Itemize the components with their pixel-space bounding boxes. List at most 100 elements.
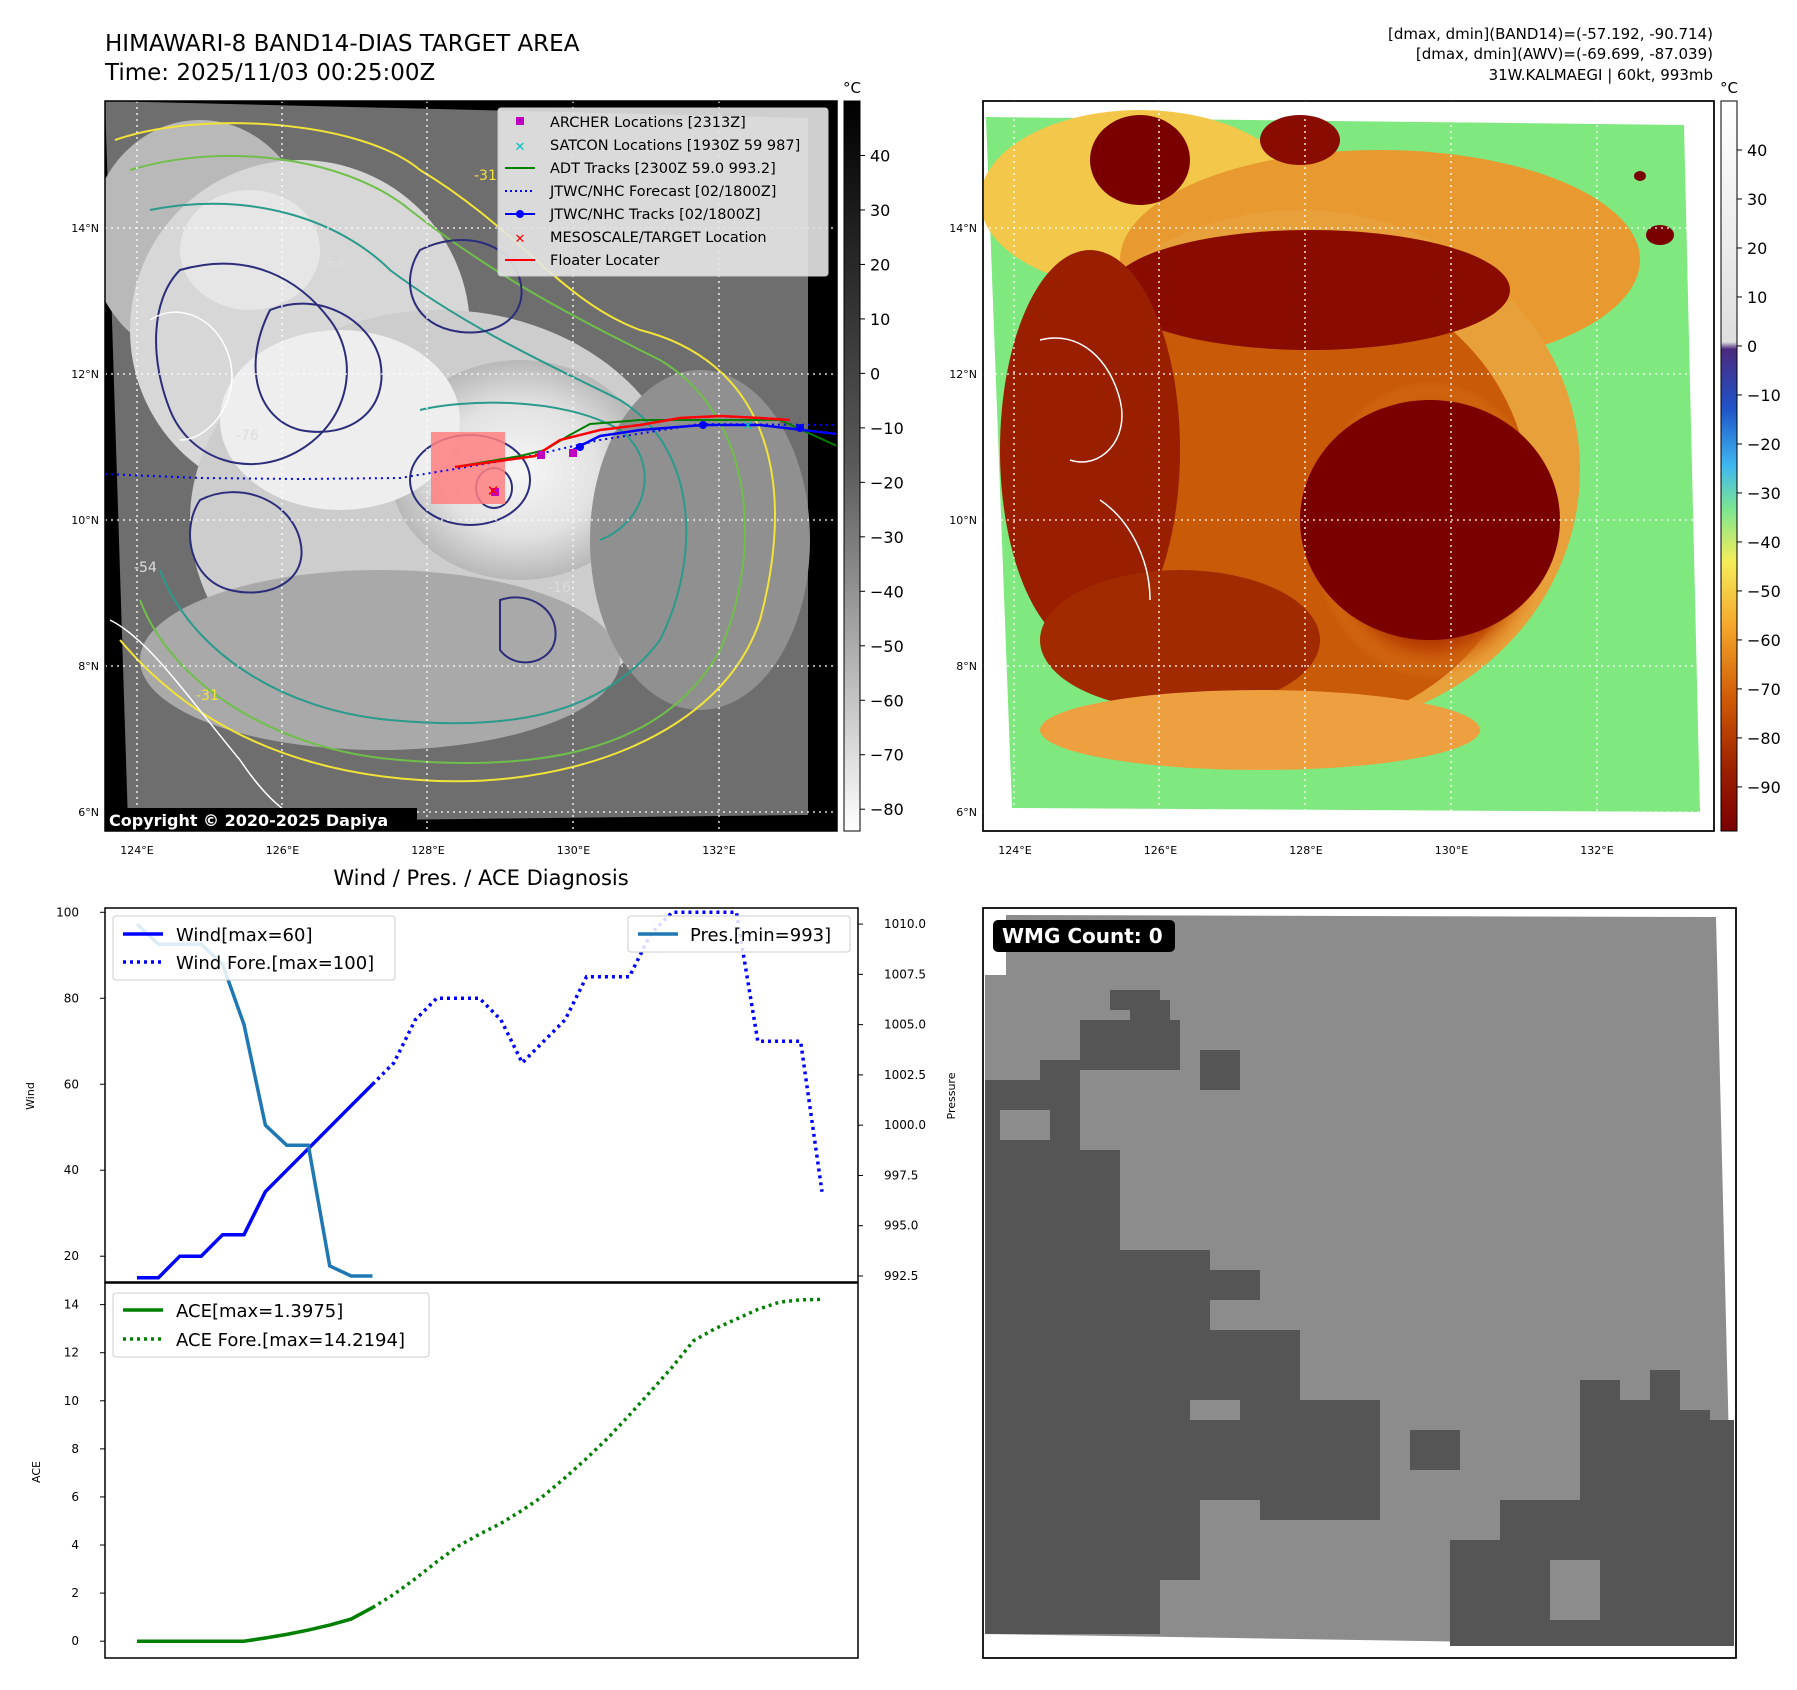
y-tick-label: 2 <box>71 1586 79 1600</box>
lon-tick-label: 132°E <box>1580 844 1613 857</box>
pressure-ylabel: Pressure <box>945 1072 958 1119</box>
colorbar-tick-label: −50 <box>1747 582 1781 601</box>
lat-tick-label: 10°N <box>71 514 99 527</box>
legend: ARCHER Locations [2313Z] ✕ SATCON Locati… <box>497 107 829 277</box>
contour-label: -64 <box>322 256 345 272</box>
colorbar-tick-label: −90 <box>1747 778 1781 797</box>
colorbar-tick-label: −20 <box>870 473 904 492</box>
lon-tick-label: 130°E <box>557 844 590 857</box>
contour-label: -54 <box>134 560 157 576</box>
lon-tick-label: 126°E <box>266 844 299 857</box>
svg-text:ARCHER Locations [2313Z]: ARCHER Locations [2313Z] <box>550 115 746 131</box>
ace-chart: 0 2 4 6 8 10 12 14 ACE ACE[max=1.3975] ACE Fore… <box>30 1282 859 1659</box>
y-tick-label: 6 <box>71 1490 79 1504</box>
lat-tick-label: 14°N <box>71 222 99 235</box>
awv-gridlines <box>983 101 1714 831</box>
colorbar-tick-label: −60 <box>870 691 904 710</box>
lon-tick-label: 132°E <box>702 844 735 857</box>
lat-tick-label: 12°N <box>949 368 977 381</box>
svg-text:MESOSCALE/TARGET Location: MESOSCALE/TARGET Location <box>550 230 767 246</box>
colorbar-tick-label: 20 <box>1747 239 1767 258</box>
legend-pressure: Pres.[min=993] <box>690 925 831 946</box>
colorbar-tick-label: −60 <box>1747 631 1781 650</box>
legend-item: JTWC/NHC Tracks [02/1800Z] <box>505 207 761 223</box>
satellite-panel: -64 -31 -76 -54 -16 -31 -76 ✕ ✕ <box>104 100 838 832</box>
colorbar-tick-label: −80 <box>870 800 904 819</box>
svg-text:ADT Tracks [2300Z 59.0 993.2]: ADT Tracks [2300Z 59.0 993.2] <box>550 161 776 177</box>
wind-legend: Wind[max=60] Wind Fore.[max=100] <box>112 915 396 981</box>
colorbar-tick-label: −50 <box>870 637 904 656</box>
legend-item: JTWC/NHC Forecast [02/1800Z] <box>505 184 776 200</box>
jtwc-track-points <box>576 421 804 451</box>
lat-tick-label: 6°N <box>956 806 977 819</box>
legend-item: ADT Tracks [2300Z 59.0 993.2] <box>505 161 776 177</box>
colorbar-tick-label: 0 <box>870 364 880 383</box>
ace-ylabel: ACE <box>30 1461 43 1483</box>
y-tick-label: 40 <box>64 1163 79 1177</box>
wind-ylabel: Wind <box>24 1082 37 1110</box>
colorbar-tick-label: −40 <box>870 582 904 601</box>
wind-line <box>137 1083 374 1280</box>
lat-tick-label: 14°N <box>949 222 977 235</box>
figure-title: HIMAWARI-8 BAND14-DIAS TARGET AREA <box>105 31 580 57</box>
pressure-legend: Pres.[min=993] <box>627 915 851 953</box>
lon-tick-label: 128°E <box>1289 844 1322 857</box>
svg-text:✕: ✕ <box>515 140 526 155</box>
y2-tick-label: 1005.0 <box>884 1018 926 1032</box>
legend-item: ARCHER Locations [2313Z] <box>516 115 746 131</box>
y-tick-label: 10 <box>64 1394 79 1408</box>
wind-forecast-line <box>371 910 824 1192</box>
lat-tick-label: 6°N <box>78 806 99 819</box>
target-marker: ✕ <box>487 482 500 500</box>
colorbar-tick-label: −30 <box>870 528 904 547</box>
colorbar-tick-label: −80 <box>1747 729 1781 748</box>
colorbar-unit: °C <box>843 79 861 97</box>
colorbar-tick-label: −70 <box>1747 680 1781 699</box>
lon-tick-label: 124°E <box>120 844 153 857</box>
contour-label: -16 <box>548 580 571 596</box>
lon-tick-label: 130°E <box>1435 844 1468 857</box>
adt-track <box>454 419 838 468</box>
colorbar-tick-label: 10 <box>1747 288 1767 307</box>
y2-tick-label: 1010.0 <box>884 917 926 931</box>
legend-item: ✕ SATCON Locations [1930Z 59 987] <box>515 138 801 155</box>
y-tick-label: 14 <box>64 1298 79 1312</box>
svg-text:SATCON Locations [1930Z 59 987: SATCON Locations [1930Z 59 987] <box>550 138 800 154</box>
copyright: Copyright © 2020-2025 Dapiya <box>109 811 388 830</box>
info-band14: [dmax, dmin](BAND14)=(-57.192, -90.714) <box>1388 25 1713 43</box>
colorbar-awv: °C 40 30 20 10 0 −10 −20 −30 −40 −50 −60 −70 −80 −90 <box>1720 79 1781 832</box>
colorbar-tick-label: 20 <box>870 255 890 274</box>
contour-label: -76 <box>236 428 259 444</box>
y2-tick-label: 1002.5 <box>884 1068 926 1082</box>
figure-time: Time: 2025/11/03 00:25:00Z <box>104 60 435 86</box>
legend-ace: ACE[max=1.3975] <box>176 1301 343 1322</box>
colorbar-tick-label: 40 <box>870 146 890 165</box>
colorbar-tick-label: 30 <box>870 201 890 220</box>
legend-item: ✕ MESOSCALE/TARGET Location <box>515 230 767 247</box>
svg-text:Floater Locater: Floater Locater <box>550 253 659 269</box>
ace-forecast-line <box>371 1297 823 1610</box>
y-tick-label: 20 <box>64 1249 79 1263</box>
ace-line <box>137 1606 374 1643</box>
svg-text:JTWC/NHC Forecast [02/1800Z]: JTWC/NHC Forecast [02/1800Z] <box>549 184 776 200</box>
wmg-panel: WMG Count: 0 <box>982 907 1737 1659</box>
legend-wind: Wind[max=60] <box>176 925 313 946</box>
lon-tick-label: 126°E <box>1144 844 1177 857</box>
colorbar-unit: °C <box>1720 79 1738 97</box>
diagnosis-title: Wind / Pres. / ACE Diagnosis <box>333 866 628 890</box>
lon-tick-label: 128°E <box>411 844 444 857</box>
y2-tick-label: 997.5 <box>884 1168 918 1182</box>
colorbar-gray: °C 40 30 20 10 0 −10 −20 −30 −40 −50 −60 −70 −80 <box>843 79 904 832</box>
colorbar-tick-label: −10 <box>870 419 904 438</box>
legend-wind-forecast: Wind Fore.[max=100] <box>176 953 374 974</box>
legend-item: Floater Locater <box>505 253 659 269</box>
svg-text:JTWC/NHC Tracks [02/1800Z]: JTWC/NHC Tracks [02/1800Z] <box>549 207 761 223</box>
wind-pressure-chart: 20 40 60 80 100 992.5 995.0 997.5 1000.0 1002.5 10… <box>24 905 958 1283</box>
colorbar-tick-label: 30 <box>1747 190 1767 209</box>
y2-tick-label: 995.0 <box>884 1219 918 1233</box>
lat-tick-label: 8°N <box>956 660 977 673</box>
archer-points <box>491 449 577 496</box>
colorbar-tick-label: 0 <box>1747 337 1757 356</box>
contour-label: -31 <box>474 168 497 184</box>
lat-tick-label: 8°N <box>78 660 99 673</box>
